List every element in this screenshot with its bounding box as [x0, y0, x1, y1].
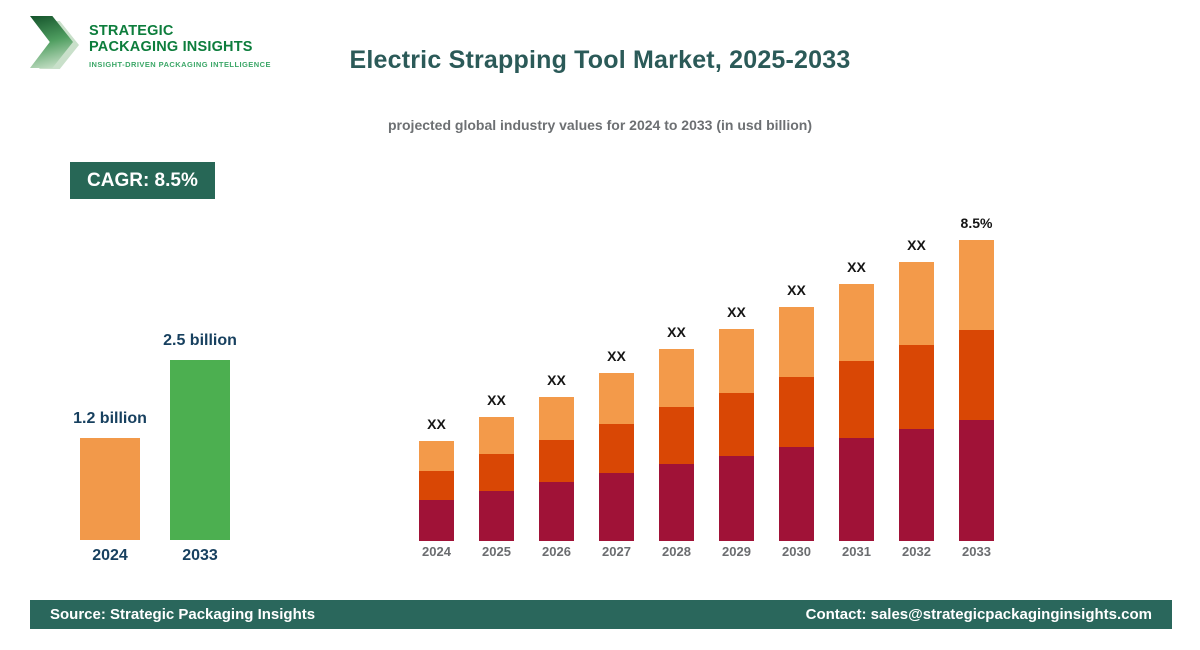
bar-segment-middle-segment — [899, 345, 934, 429]
summary-bar-value-label: 2.5 billion — [163, 332, 237, 349]
bar-segment-top-segment — [479, 417, 514, 454]
bar-column-2031: XX 2031 — [839, 259, 874, 559]
page-subtitle: projected global industry values for 202… — [388, 117, 812, 133]
bar-value-label: XX — [907, 237, 926, 253]
summary-bar-column-2024: 1.2 billion 2024 — [73, 410, 147, 564]
bar-value-label: XX — [847, 259, 866, 275]
bar-segment-top-segment — [419, 441, 454, 471]
bar-segment-middle-segment — [539, 440, 574, 482]
bar-value-label: XX — [727, 304, 746, 320]
bar-segment-bottom-segment — [779, 447, 814, 541]
footer-contact-text: Contact: sales@strategicpackaginginsight… — [805, 606, 1152, 623]
bar-segment-bottom-segment — [839, 438, 874, 541]
brand-tagline: INSIGHT-DRIVEN PACKAGING INTELLIGENCE — [89, 60, 271, 69]
x-axis-label: 2032 — [902, 544, 931, 559]
footer-source-text: Source: Strategic Packaging Insights — [50, 606, 316, 623]
bar-segment-bottom-segment — [959, 420, 994, 541]
chevron-arrow-icon — [30, 14, 80, 72]
bar-column-2025: XX 2025 — [479, 392, 514, 559]
bar-segment-middle-segment — [959, 330, 994, 420]
bar-value-label: XX — [487, 392, 506, 408]
bar-segment-bottom-segment — [479, 491, 514, 541]
bar-segment-middle-segment — [599, 424, 634, 473]
bar-segment-top-segment — [899, 262, 934, 345]
bar-segment-bottom-segment — [899, 429, 934, 541]
brand-name-line2: PACKAGING INSIGHTS — [89, 39, 253, 55]
bar-segment-middle-segment — [419, 471, 454, 500]
bar-column-2026: XX 2026 — [539, 372, 574, 559]
bar-column-2030: XX 2030 — [779, 282, 814, 559]
bar-column-2033: 8.5% 2033 — [959, 215, 994, 559]
brand-logo-text: STRATEGIC PACKAGING INSIGHTS INSIGHT-DRI… — [89, 14, 271, 72]
x-axis-label: 2028 — [662, 544, 691, 559]
bar-column-2028: XX 2028 — [659, 324, 694, 559]
bar-segment-bottom-segment — [719, 456, 754, 541]
page-title: Electric Strapping Tool Market, 2025-203… — [349, 46, 851, 74]
bar-segment-middle-segment — [659, 407, 694, 464]
bar-segment-top-segment — [719, 329, 754, 393]
bar-segment-bottom-segment — [539, 482, 574, 541]
brand-logo: STRATEGIC PACKAGING INSIGHTS INSIGHT-DRI… — [30, 14, 271, 72]
bar-segment-top-segment — [599, 373, 634, 424]
x-axis-label: 2024 — [422, 544, 451, 559]
summary-x-axis-label: 2033 — [182, 547, 218, 564]
bar-column-2032: XX 2032 — [899, 237, 934, 559]
cagr-badge: CAGR: 8.5% — [70, 162, 215, 199]
bar-value-label: XX — [607, 348, 626, 364]
summary-bar-2024 — [80, 438, 140, 540]
bar-value-label: XX — [667, 324, 686, 340]
bar-value-label: 8.5% — [960, 215, 993, 231]
bar-segment-top-segment — [659, 349, 694, 407]
bar-value-label: XX — [427, 416, 446, 432]
bar-segment-top-segment — [539, 397, 574, 440]
x-axis-label: 2029 — [722, 544, 751, 559]
bar-segment-bottom-segment — [419, 500, 454, 541]
bar-segment-middle-segment — [479, 454, 514, 491]
bar-segment-middle-segment — [779, 377, 814, 447]
bar-segment-top-segment — [779, 307, 814, 377]
x-axis-label: 2033 — [962, 544, 991, 559]
stacked-bar-chart: XX 2024 XX 2025 XX 2026 XX 2027 XX 2028 XX 2029 XX 20… — [419, 199, 994, 559]
bar-column-2029: XX 2029 — [719, 304, 754, 559]
bar-segment-bottom-segment — [599, 473, 634, 541]
x-axis-label: 2031 — [842, 544, 871, 559]
summary-bar-2033 — [170, 360, 230, 540]
bar-segment-middle-segment — [839, 361, 874, 438]
bar-value-label: XX — [787, 282, 806, 298]
x-axis-label: 2027 — [602, 544, 631, 559]
summary-x-axis-label: 2024 — [92, 547, 128, 564]
bar-segment-middle-segment — [719, 393, 754, 456]
summary-bar-chart: 1.2 billion 2024 2.5 billion 2033 — [73, 318, 237, 564]
x-axis-label: 2026 — [542, 544, 571, 559]
bar-value-label: XX — [547, 372, 566, 388]
bar-segment-top-segment — [959, 240, 994, 330]
x-axis-label: 2030 — [782, 544, 811, 559]
bar-column-2027: XX 2027 — [599, 348, 634, 559]
bar-segment-bottom-segment — [659, 464, 694, 541]
summary-bar-column-2033: 2.5 billion 2033 — [163, 332, 237, 564]
x-axis-label: 2025 — [482, 544, 511, 559]
summary-bar-value-label: 1.2 billion — [73, 410, 147, 427]
bar-segment-top-segment — [839, 284, 874, 361]
footer-bar: Source: Strategic Packaging Insights Con… — [30, 600, 1172, 629]
bar-column-2024: XX 2024 — [419, 416, 454, 559]
brand-name-line1: STRATEGIC — [89, 23, 174, 39]
